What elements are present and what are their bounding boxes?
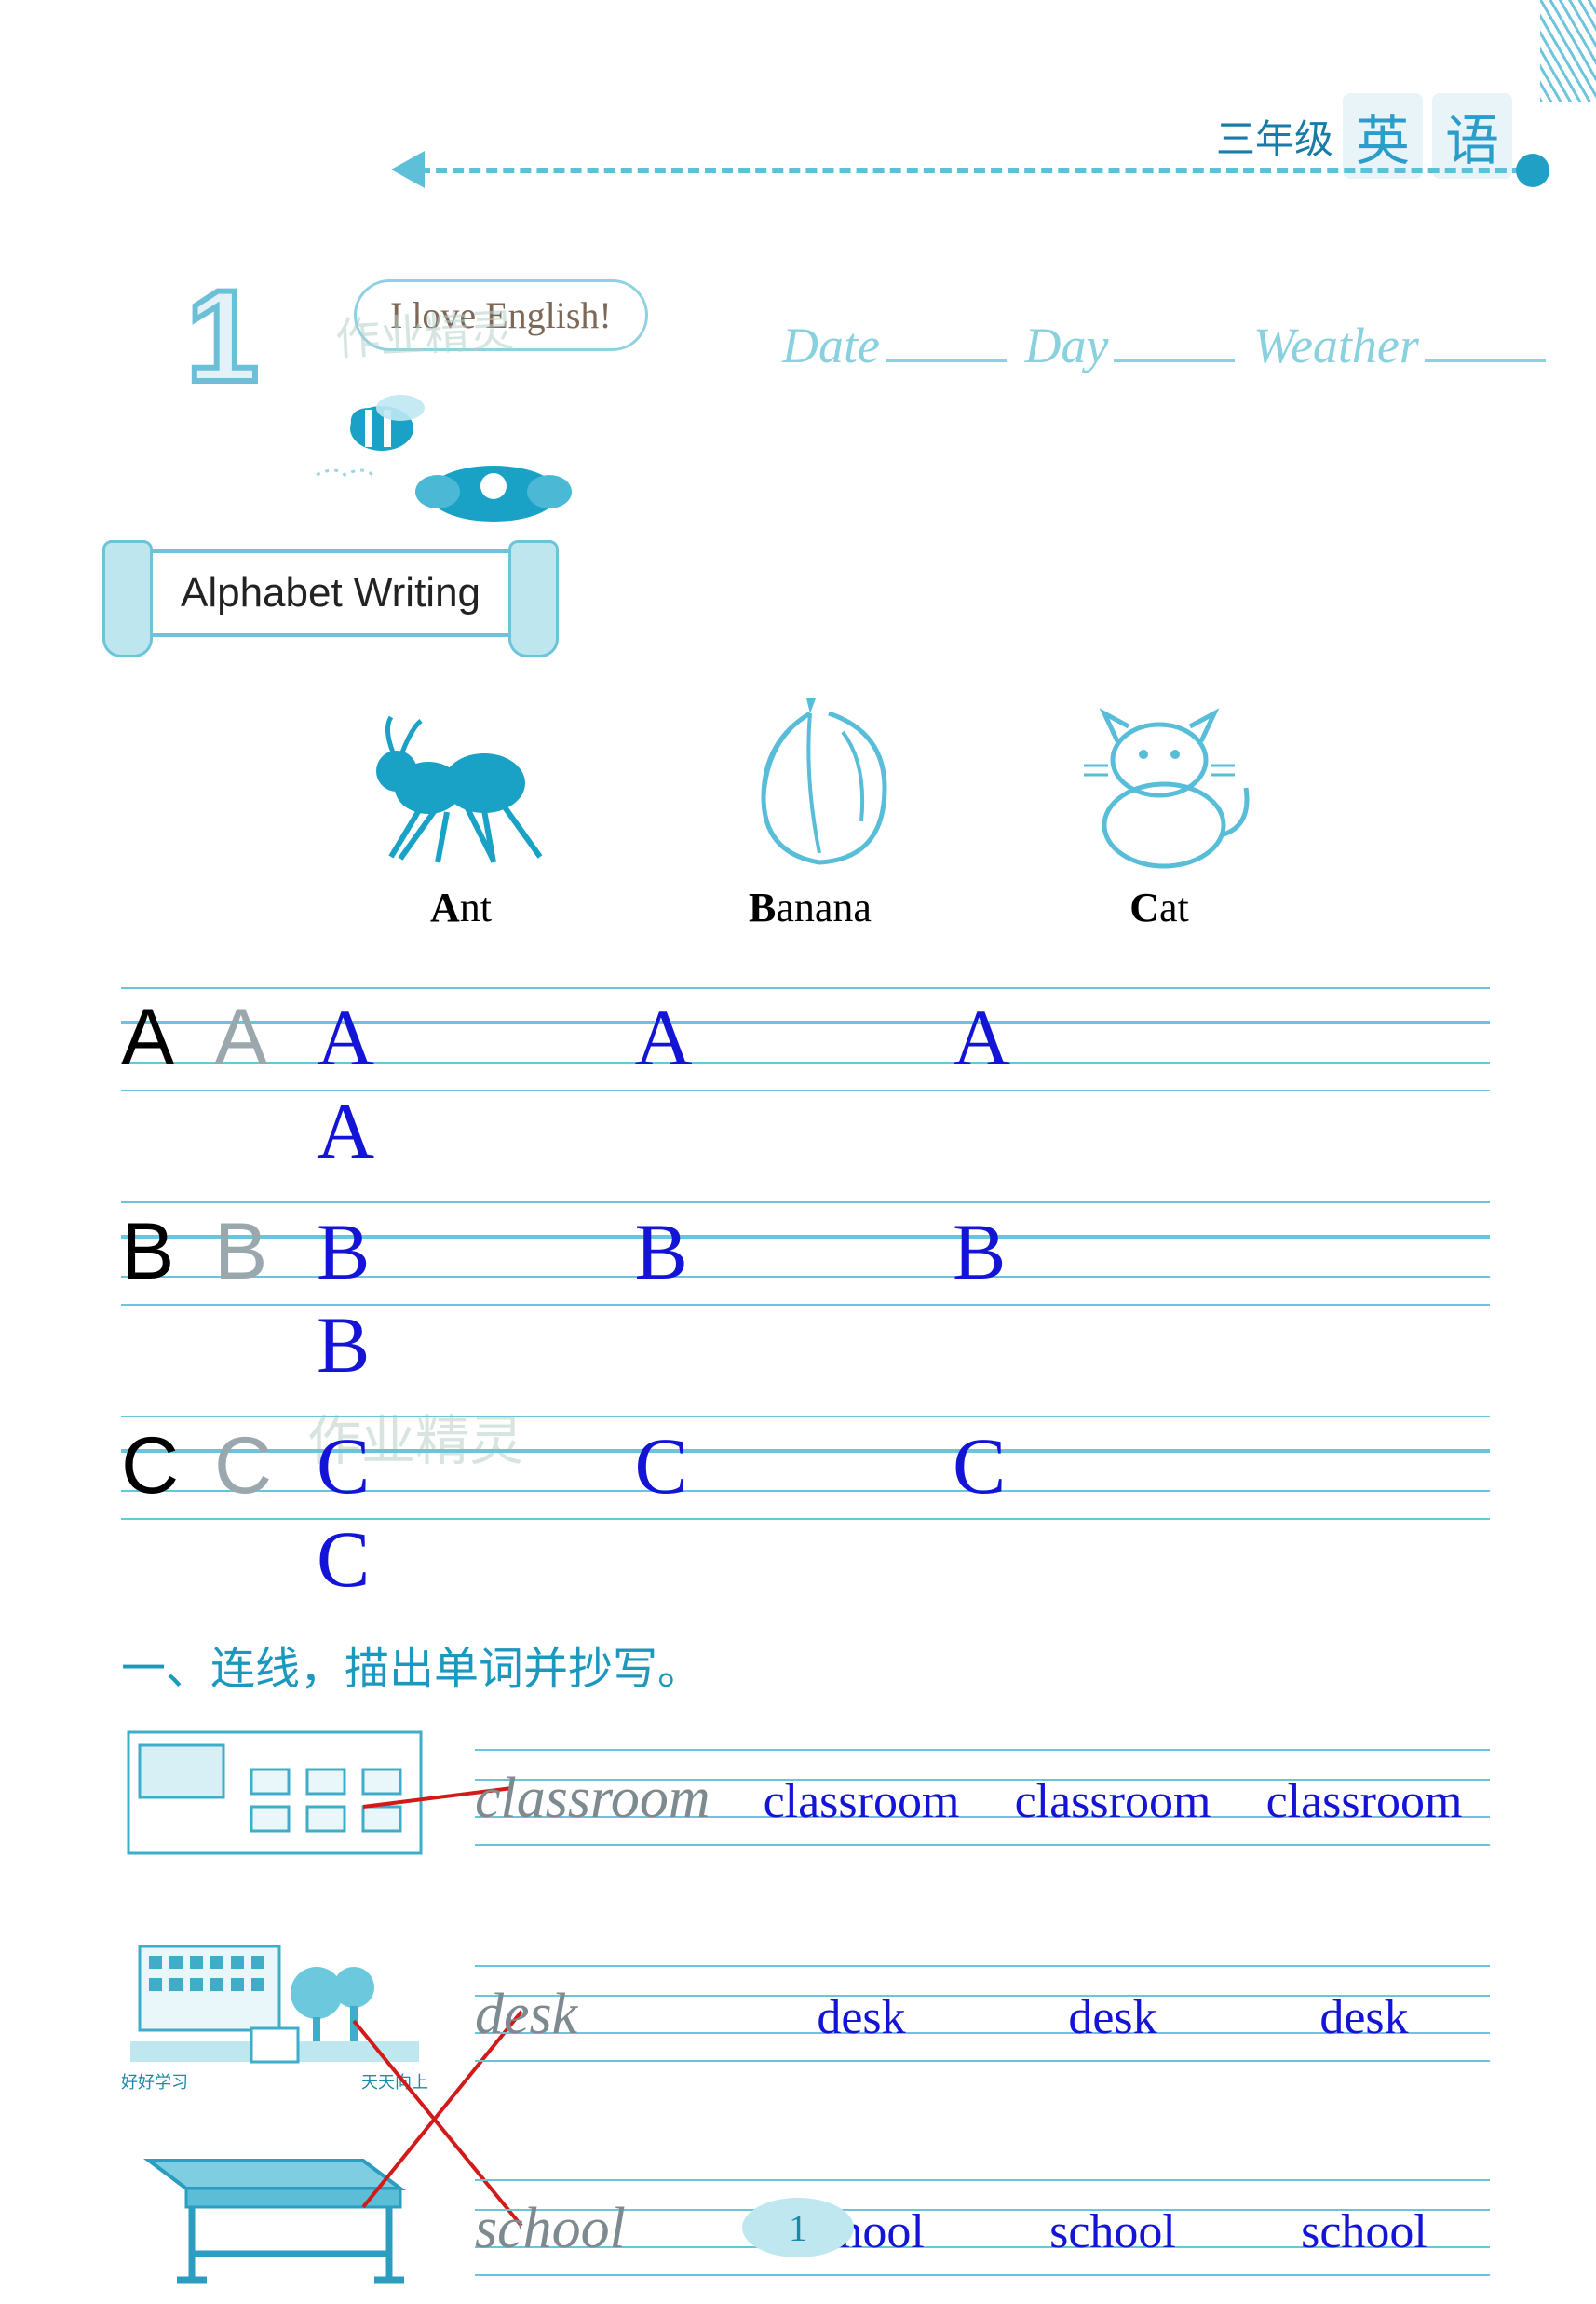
- divider-arrowhead: [391, 151, 425, 188]
- cat-bold: C: [1129, 885, 1159, 930]
- practice-c[interactable]: C C C C: [307, 1419, 1490, 1606]
- guide-gray-a: A: [214, 992, 307, 1084]
- guide-classroom: classroom: [475, 1766, 736, 1832]
- picture-row: Ant Banana Cat: [354, 689, 1266, 931]
- ant-rest: nt: [460, 885, 492, 930]
- writing-line-b: B B B B B B: [121, 1201, 1490, 1304]
- banana-rest: anana: [776, 885, 872, 930]
- image-school[interactable]: 好好学习 天天向上: [121, 1928, 428, 2095]
- section-tab: Alphabet Writing: [130, 549, 531, 637]
- bee-flower-art: [298, 382, 596, 531]
- bubble-text: I love English!: [390, 294, 612, 336]
- cat-rest: at: [1159, 885, 1189, 930]
- exercise-1-title: 一、连线，描出单词并抄写。: [121, 1632, 702, 1697]
- subject-char-1: 英: [1343, 93, 1423, 179]
- day-label: Day: [1024, 318, 1108, 373]
- grade-prefix: 三年级: [1216, 108, 1333, 165]
- page-number: 1: [789, 2206, 807, 2250]
- divider-dot: [1516, 154, 1549, 187]
- section-title: Alphabet Writing: [181, 570, 480, 617]
- practice-classroom[interactable]: classroom classroom classroom: [736, 1774, 1490, 1829]
- practice-b[interactable]: B B B B: [307, 1205, 1490, 1391]
- ant-bold: A: [430, 885, 460, 930]
- image-desk[interactable]: [121, 2123, 428, 2291]
- dashed-divider: [419, 168, 1540, 173]
- picture-ant: Ant: [354, 695, 568, 931]
- lesson-number: 1: [186, 261, 259, 412]
- subject-char-2: 语: [1432, 93, 1512, 179]
- date-line: Date Day Weather: [782, 317, 1551, 374]
- guide-desk: desk: [475, 1982, 736, 2048]
- picture-cat: Cat: [1052, 695, 1266, 931]
- date-label: Date: [782, 318, 880, 373]
- guide-black-c: C: [121, 1420, 214, 1512]
- practice-desk[interactable]: desk desk desk: [736, 1990, 1490, 2045]
- practice-a[interactable]: A A A A: [307, 991, 1490, 1177]
- page-footer: 1: [742, 2198, 854, 2257]
- grade-label: 三年级 英 语: [1216, 93, 1512, 179]
- picture-banana: Banana: [703, 695, 917, 931]
- guide-gray-c: C: [214, 1420, 307, 1512]
- image-classroom[interactable]: [121, 1723, 428, 1863]
- guide-school: school: [475, 2196, 736, 2262]
- banana-bold: B: [749, 885, 776, 930]
- school-gate-labels: 好好学习 天天向上: [121, 2069, 428, 2094]
- weather-label: Weather: [1253, 318, 1419, 373]
- writing-line-c: C C C C C C: [121, 1416, 1490, 1518]
- guide-black-b: B: [121, 1206, 214, 1298]
- speech-bubble: I love English!: [354, 279, 648, 351]
- guide-black-a: A: [121, 992, 214, 1084]
- guide-gray-b: B: [214, 1206, 307, 1298]
- header-hatch: [1540, 0, 1596, 102]
- writing-line-a: A A A A A A: [121, 987, 1490, 1090]
